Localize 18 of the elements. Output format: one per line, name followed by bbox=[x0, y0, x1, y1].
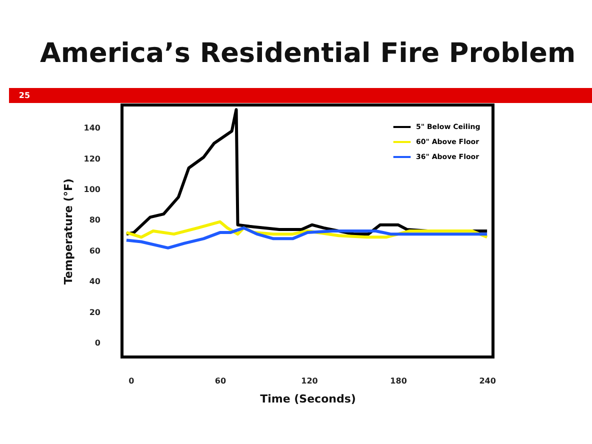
line-series bbox=[124, 226, 489, 250]
y-tick-label: 60 bbox=[89, 246, 101, 256]
y-tick-label: 80 bbox=[89, 216, 101, 225]
y-tick-label: 0 bbox=[94, 338, 101, 348]
x-tick-label: 0 bbox=[128, 376, 135, 386]
y-tick-label: 120 bbox=[84, 154, 101, 164]
chart-title: America’s Residential Fire Problem bbox=[40, 38, 576, 69]
y-axis-title: Temperature (°F) bbox=[62, 178, 75, 285]
text: 25 bbox=[9, 88, 40, 103]
y-tick-label: 40 bbox=[89, 277, 101, 286]
x-tick-label: 60 bbox=[214, 376, 226, 386]
x-tick-label: 240 bbox=[479, 376, 496, 386]
x-tick-label: 120 bbox=[301, 376, 318, 386]
y-tick-label: 140 bbox=[84, 124, 101, 133]
y-tick-label: 100 bbox=[84, 185, 101, 194]
x-axis-title: Time (Seconds) bbox=[260, 392, 356, 406]
x-tick-label: 180 bbox=[390, 376, 408, 386]
y-tick-label: 20 bbox=[89, 308, 101, 317]
